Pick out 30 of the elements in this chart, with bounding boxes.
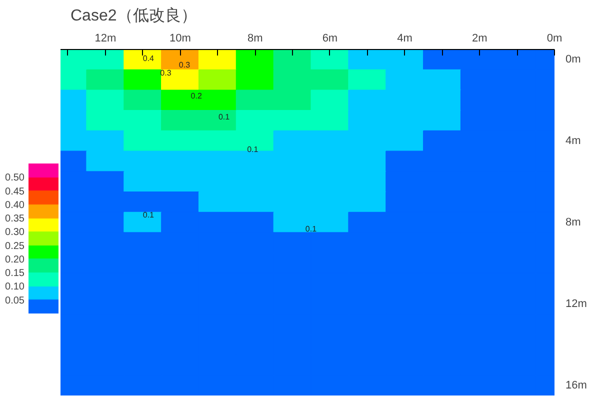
annotation: 0.1 <box>142 210 155 220</box>
color-bar-label: 0.25 <box>5 240 25 252</box>
annotation: 0.1 <box>247 144 259 154</box>
color-bar-label: 0.40 <box>5 200 25 211</box>
y-tick-label: 4m <box>566 135 581 148</box>
y-tick-label: 12m <box>566 298 587 310</box>
x-tick-label: 6m <box>322 32 338 44</box>
y-tick-label: 8m <box>566 216 581 228</box>
annotation: 0.2 <box>190 92 202 101</box>
color-bar-label: 0.50 <box>5 172 25 184</box>
x-tick-label: 0m <box>546 32 562 44</box>
chart-title: Case2（低改良） <box>70 6 197 24</box>
annotation: 0.1 <box>218 112 230 122</box>
color-bar-label: 0.45 <box>5 186 25 198</box>
x-tick-label: 12m <box>94 32 116 44</box>
y-tick-label: 16m <box>566 379 587 392</box>
color-bar-label: 0.05 <box>5 295 25 306</box>
x-tick-label: 4m <box>397 32 412 44</box>
x-tick-label: 8m <box>247 32 263 44</box>
annotation: 0.3 <box>178 60 191 70</box>
x-tick-label: 10m <box>170 32 191 44</box>
annotation: 0.4 <box>142 54 155 64</box>
color-bar-label: 0.10 <box>5 282 25 293</box>
annotation: 0.1 <box>305 224 318 234</box>
color-bar-label: 0.15 <box>5 268 25 280</box>
y-tick-label: 0m <box>566 54 581 66</box>
color-bar-label: 0.30 <box>5 227 25 238</box>
x-tick-label: 2m <box>472 32 488 44</box>
color-bar-label: 0.20 <box>5 254 25 266</box>
color-bar-label: 0.35 <box>5 214 25 225</box>
